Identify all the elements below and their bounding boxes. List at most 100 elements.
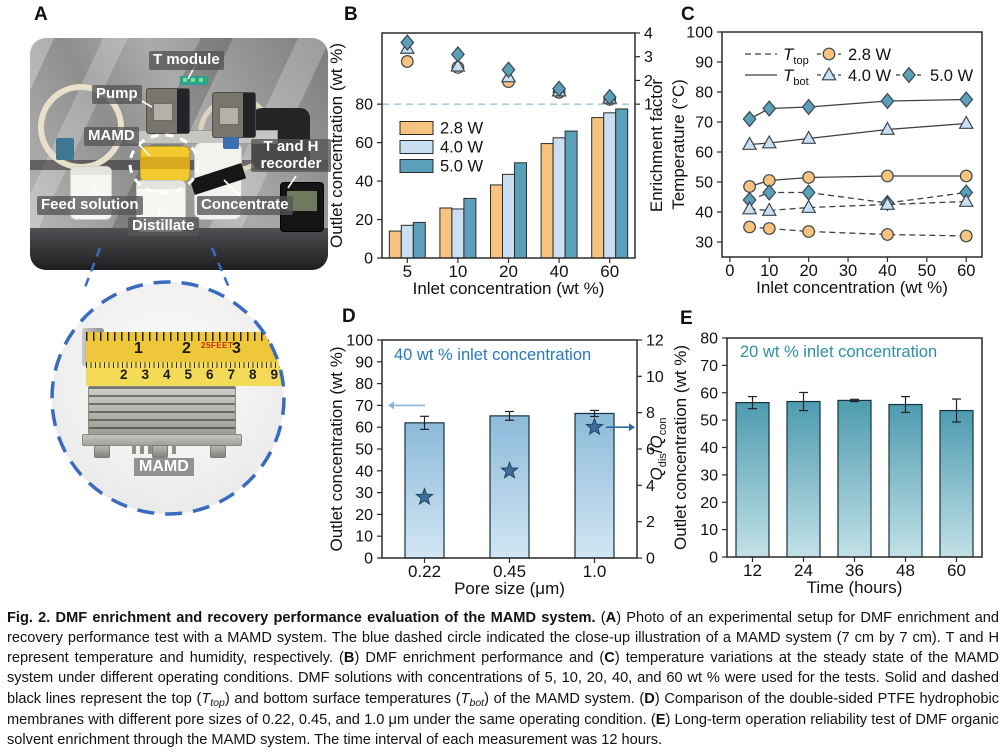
svg-text:Temperature (°C): Temperature (°C) — [670, 79, 688, 210]
svg-text:60: 60 — [700, 385, 718, 402]
svg-text:0.22: 0.22 — [408, 562, 441, 581]
flow-meter — [56, 138, 74, 160]
svg-text:Inlet concentration (wt %): Inlet concentration (wt %) — [756, 278, 948, 297]
svg-text:5: 5 — [403, 262, 412, 281]
svg-text:2: 2 — [646, 514, 655, 531]
svg-text:12: 12 — [743, 561, 762, 580]
svg-text:60: 60 — [957, 262, 975, 280]
svg-text:12: 12 — [646, 333, 664, 350]
svg-text:60: 60 — [355, 135, 373, 152]
svg-text:10: 10 — [355, 529, 373, 546]
svg-text:0: 0 — [646, 551, 655, 568]
svg-text:30: 30 — [700, 467, 718, 484]
panel-label-d: D — [342, 306, 356, 327]
svg-text:30: 30 — [695, 235, 713, 252]
mamd-module — [140, 146, 190, 182]
svg-text:1: 1 — [644, 97, 653, 114]
mamd-closeup-label: MAMD — [134, 458, 194, 476]
label-t-module: T module — [149, 51, 224, 70]
svg-text:3: 3 — [644, 49, 653, 66]
svg-text:48: 48 — [896, 561, 915, 580]
chart-e-long-term: 0 10 20 30 40 50 60 70 80 12 24 36 48 60 20 wt % inlet… — [671, 331, 983, 597]
svg-text:2.8 W: 2.8 W — [440, 120, 484, 138]
svg-text:10: 10 — [700, 522, 718, 539]
svg-text:5.0 W: 5.0 W — [440, 158, 484, 176]
svg-text:20: 20 — [355, 507, 373, 524]
label-pump: Pump — [92, 85, 142, 104]
heatsink-foot — [210, 445, 226, 458]
svg-text:50: 50 — [695, 175, 713, 192]
svg-text:50: 50 — [355, 442, 373, 459]
svg-text:80: 80 — [355, 376, 373, 393]
svg-text:20: 20 — [355, 212, 373, 229]
svg-text:2: 2 — [644, 73, 653, 90]
svg-text:40: 40 — [550, 262, 569, 281]
svg-text:60: 60 — [355, 420, 373, 437]
figure-caption: Fig. 2. DMF enrichment and recovery perf… — [7, 610, 1000, 749]
svg-text:40: 40 — [700, 440, 718, 457]
heatsink-foot — [94, 445, 110, 458]
svg-text:24: 24 — [794, 561, 813, 580]
label-feed-solution: Feed solution — [37, 196, 143, 215]
panel-label-c: C — [681, 4, 695, 25]
svg-text:40: 40 — [355, 463, 373, 480]
pump-left — [146, 88, 190, 134]
panel-label-e: E — [680, 308, 693, 329]
svg-text:90: 90 — [695, 55, 713, 72]
label-t-h-recorder: T and H recorder — [251, 138, 331, 172]
svg-text:Outlet concentration (wt %): Outlet concentration (wt %) — [330, 43, 346, 248]
svg-text:Outlet concentration (wt %): Outlet concentration (wt %) — [330, 346, 346, 551]
svg-text:20: 20 — [799, 262, 817, 280]
svg-text:90: 90 — [355, 354, 373, 371]
heatsink-foot — [152, 445, 168, 458]
svg-text:0: 0 — [364, 551, 373, 568]
label-concentrate: Concentrate — [197, 196, 293, 215]
svg-text:0: 0 — [364, 251, 373, 268]
t-module-device — [180, 76, 208, 85]
svg-text:Qdis/Qcon: Qdis/Qcon — [647, 417, 669, 480]
svg-text:4: 4 — [646, 478, 655, 495]
label-distillate: Distillate — [128, 217, 199, 236]
svg-text:36: 36 — [845, 561, 864, 580]
svg-text:Tbot: Tbot — [783, 66, 809, 88]
svg-text:0.45: 0.45 — [493, 562, 526, 581]
svg-text:70: 70 — [355, 398, 373, 415]
svg-text:10: 10 — [448, 262, 467, 281]
svg-text:Inlet concentration (wt %): Inlet concentration (wt %) — [413, 279, 605, 298]
svg-text:40: 40 — [355, 174, 373, 191]
svg-text:100: 100 — [686, 25, 713, 42]
panel-label-b: B — [344, 4, 358, 25]
svg-text:20: 20 — [499, 262, 518, 281]
tape-feet-text: 25FEET — [201, 341, 234, 350]
chart-b-enrichment: 0 20 40 60 80 1 2 3 4 5 10 20 40 60 2.8 W4.0 W5.0 W Out… — [330, 26, 666, 299]
svg-text:0: 0 — [725, 262, 734, 280]
svg-text:30: 30 — [355, 485, 373, 502]
svg-text:Ttop: Ttop — [783, 45, 809, 67]
heatsink — [88, 386, 236, 436]
pump-right — [212, 92, 256, 138]
svg-text:5.0 W: 5.0 W — [930, 67, 974, 85]
svg-text:50: 50 — [918, 262, 936, 280]
svg-text:4.0 W: 4.0 W — [440, 139, 484, 157]
svg-text:80: 80 — [355, 97, 373, 114]
panel-label-a: A — [34, 4, 48, 25]
svg-text:0: 0 — [709, 550, 718, 567]
svg-text:10: 10 — [760, 262, 778, 280]
svg-text:80: 80 — [700, 331, 718, 348]
svg-text:10: 10 — [646, 369, 664, 386]
svg-text:4.0 W: 4.0 W — [848, 67, 892, 85]
svg-text:100: 100 — [346, 333, 373, 350]
svg-text:Enrichment factor: Enrichment factor — [647, 79, 666, 213]
svg-text:60: 60 — [947, 561, 966, 580]
svg-text:4: 4 — [644, 26, 653, 43]
svg-text:70: 70 — [700, 358, 718, 375]
svg-text:70: 70 — [695, 115, 713, 132]
label-mamd: MAMD — [84, 127, 139, 146]
svg-text:2.8 W: 2.8 W — [848, 46, 892, 64]
svg-text:40 wt % inlet concentration: 40 wt % inlet concentration — [394, 346, 591, 364]
